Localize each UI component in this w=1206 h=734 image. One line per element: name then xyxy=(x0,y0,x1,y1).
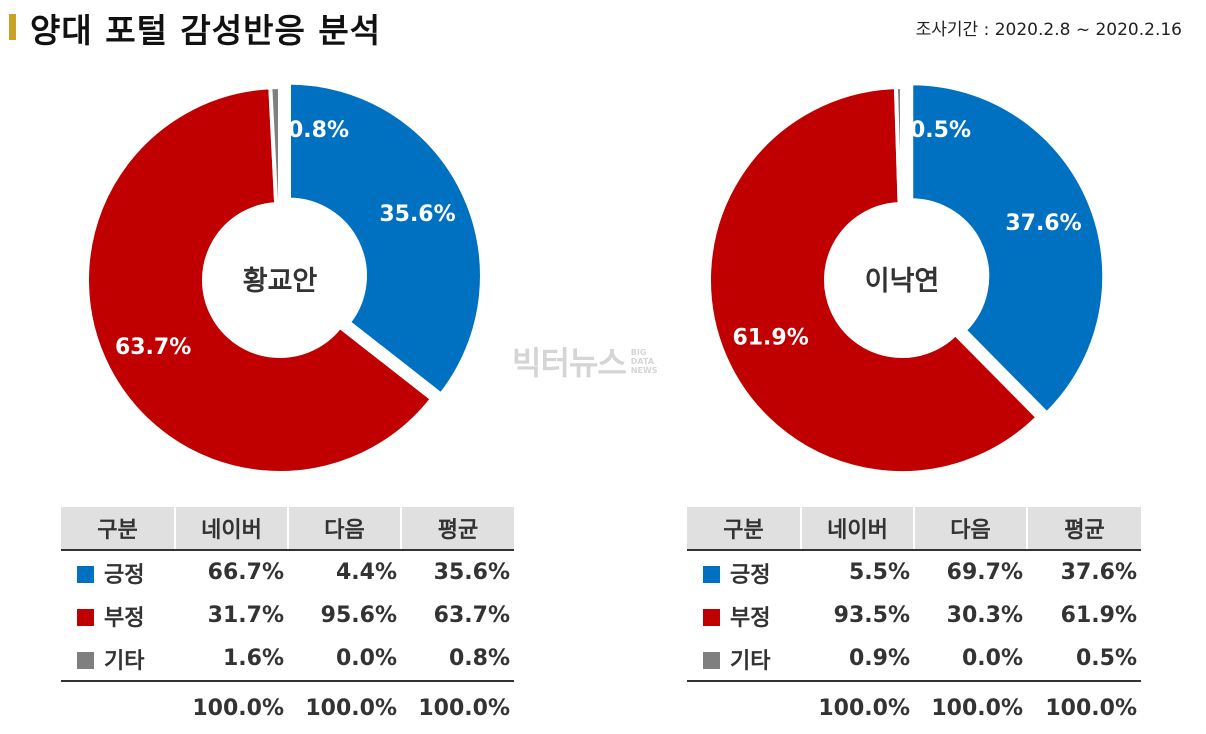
table-cell: 61.9% xyxy=(1060,603,1137,628)
column-header: 평균 xyxy=(1026,507,1141,551)
row-label: 부정 xyxy=(687,594,801,637)
table-cell: 69.7% xyxy=(946,560,1023,585)
table-row-positive: 긍정 5.5% 69.7% 37.6% xyxy=(687,550,1141,594)
donut-center-label: 이낙연 xyxy=(865,266,940,297)
table-cell: 0.9% xyxy=(801,637,914,682)
pie-slice-positive xyxy=(286,80,484,398)
pie-slice-other xyxy=(893,84,904,207)
data-label-negative: 63.7% xyxy=(115,335,191,360)
column-header: 네이버 xyxy=(174,507,288,551)
other-swatch xyxy=(77,651,94,669)
pie-slice-negative xyxy=(85,85,435,475)
table-row-other: 기타 0.9% 0.0% 0.5% xyxy=(687,637,1141,682)
watermark-logo: 빅터뉴스 BIG DATA NEWS xyxy=(512,338,658,384)
column-header: 네이버 xyxy=(800,507,914,551)
row-label: 기타 xyxy=(61,637,175,682)
table-row-positive: 긍정 66.7% 4.4% 35.6% xyxy=(61,550,514,594)
donut-chart-lee: 37.6% 61.9% 0.5% 이낙연 xyxy=(707,81,1107,476)
table-row-total: 100.0% 100.0% 100.0% xyxy=(61,681,514,734)
table-cell: 100.0% xyxy=(192,695,284,721)
table-cell: 100.0% xyxy=(1045,695,1137,721)
table-cell: 0.8% xyxy=(401,637,514,682)
pie-slice-positive xyxy=(909,81,1107,417)
pie-slice-other xyxy=(268,84,282,207)
table-cell: 30.3% xyxy=(946,603,1023,628)
table-cell-empty xyxy=(61,681,175,734)
positive-swatch xyxy=(77,565,94,583)
table-cell: 66.7% xyxy=(207,560,284,585)
table-row-total: 100.0% 100.0% 100.0% xyxy=(687,681,1141,734)
data-label-other: 0.8% xyxy=(288,118,349,143)
donut-chart-hwang: 35.6% 63.7% 0.8% 황교안 xyxy=(85,80,484,475)
table-cell: 100.0% xyxy=(931,695,1023,721)
row-label: 기타 xyxy=(687,637,801,682)
table-cell: 0.0% xyxy=(914,637,1027,682)
column-header: 평균 xyxy=(400,507,514,551)
table-cell: 100.0% xyxy=(305,695,397,721)
table-cell-empty xyxy=(687,681,801,734)
row-label: 긍정 xyxy=(61,550,175,594)
negative-swatch xyxy=(703,608,720,626)
table-cell: 100.0% xyxy=(818,695,910,721)
table-cell: 4.4% xyxy=(335,560,397,585)
table-cell: 31.7% xyxy=(207,603,284,628)
table-cell: 0.0% xyxy=(288,637,401,682)
other-swatch xyxy=(703,651,720,669)
page-title: 양대 포털 감성반응 분석 xyxy=(30,11,382,50)
row-label: 긍정 xyxy=(687,550,801,594)
table-cell: 93.5% xyxy=(833,603,910,628)
data-label-positive: 35.6% xyxy=(379,202,455,227)
negative-swatch xyxy=(77,608,94,626)
table-cell: 0.5% xyxy=(1027,637,1141,682)
table-row-other: 기타 1.6% 0.0% 0.8% xyxy=(61,637,514,682)
table-cell: 5.5% xyxy=(848,560,910,585)
watermark-subtext: BIG DATA NEWS xyxy=(630,347,658,375)
stats-table-lee: 구분 네이버 다음 평균 긍정 5.5% 69.7% 37.6% 부정 93.5… xyxy=(687,507,1141,734)
column-header: 다음 xyxy=(913,507,1027,551)
table-cell: 100.0% xyxy=(418,695,510,721)
data-label-other: 0.5% xyxy=(910,118,971,143)
table-cell: 1.6% xyxy=(175,637,288,682)
table-row-negative: 부정 31.7% 95.6% 63.7% xyxy=(61,594,514,637)
data-label-negative: 61.9% xyxy=(732,325,808,350)
pie-slice-negative xyxy=(707,85,1041,476)
table-cell: 35.6% xyxy=(433,560,510,585)
table-cell: 95.6% xyxy=(320,603,397,628)
data-label-positive: 37.6% xyxy=(1005,211,1081,236)
column-header: 구분 xyxy=(687,507,801,551)
column-header: 구분 xyxy=(61,507,175,551)
row-label: 부정 xyxy=(61,594,175,637)
stats-table-hwang: 구분 네이버 다음 평균 긍정 66.7% 4.4% 35.6% 부정 31.7… xyxy=(61,507,514,734)
watermark-text: 빅터뉴스 xyxy=(512,344,627,382)
survey-period: 조사기간 : 2020.2.8 ~ 2020.2.16 xyxy=(915,20,1182,40)
column-header: 다음 xyxy=(287,507,401,551)
positive-swatch xyxy=(703,565,720,583)
title-accent-bar xyxy=(9,14,16,40)
table-cell: 63.7% xyxy=(433,603,510,628)
table-cell: 37.6% xyxy=(1060,560,1137,585)
table-row-negative: 부정 93.5% 30.3% 61.9% xyxy=(687,594,1141,637)
donut-center-label: 황교안 xyxy=(243,266,318,297)
